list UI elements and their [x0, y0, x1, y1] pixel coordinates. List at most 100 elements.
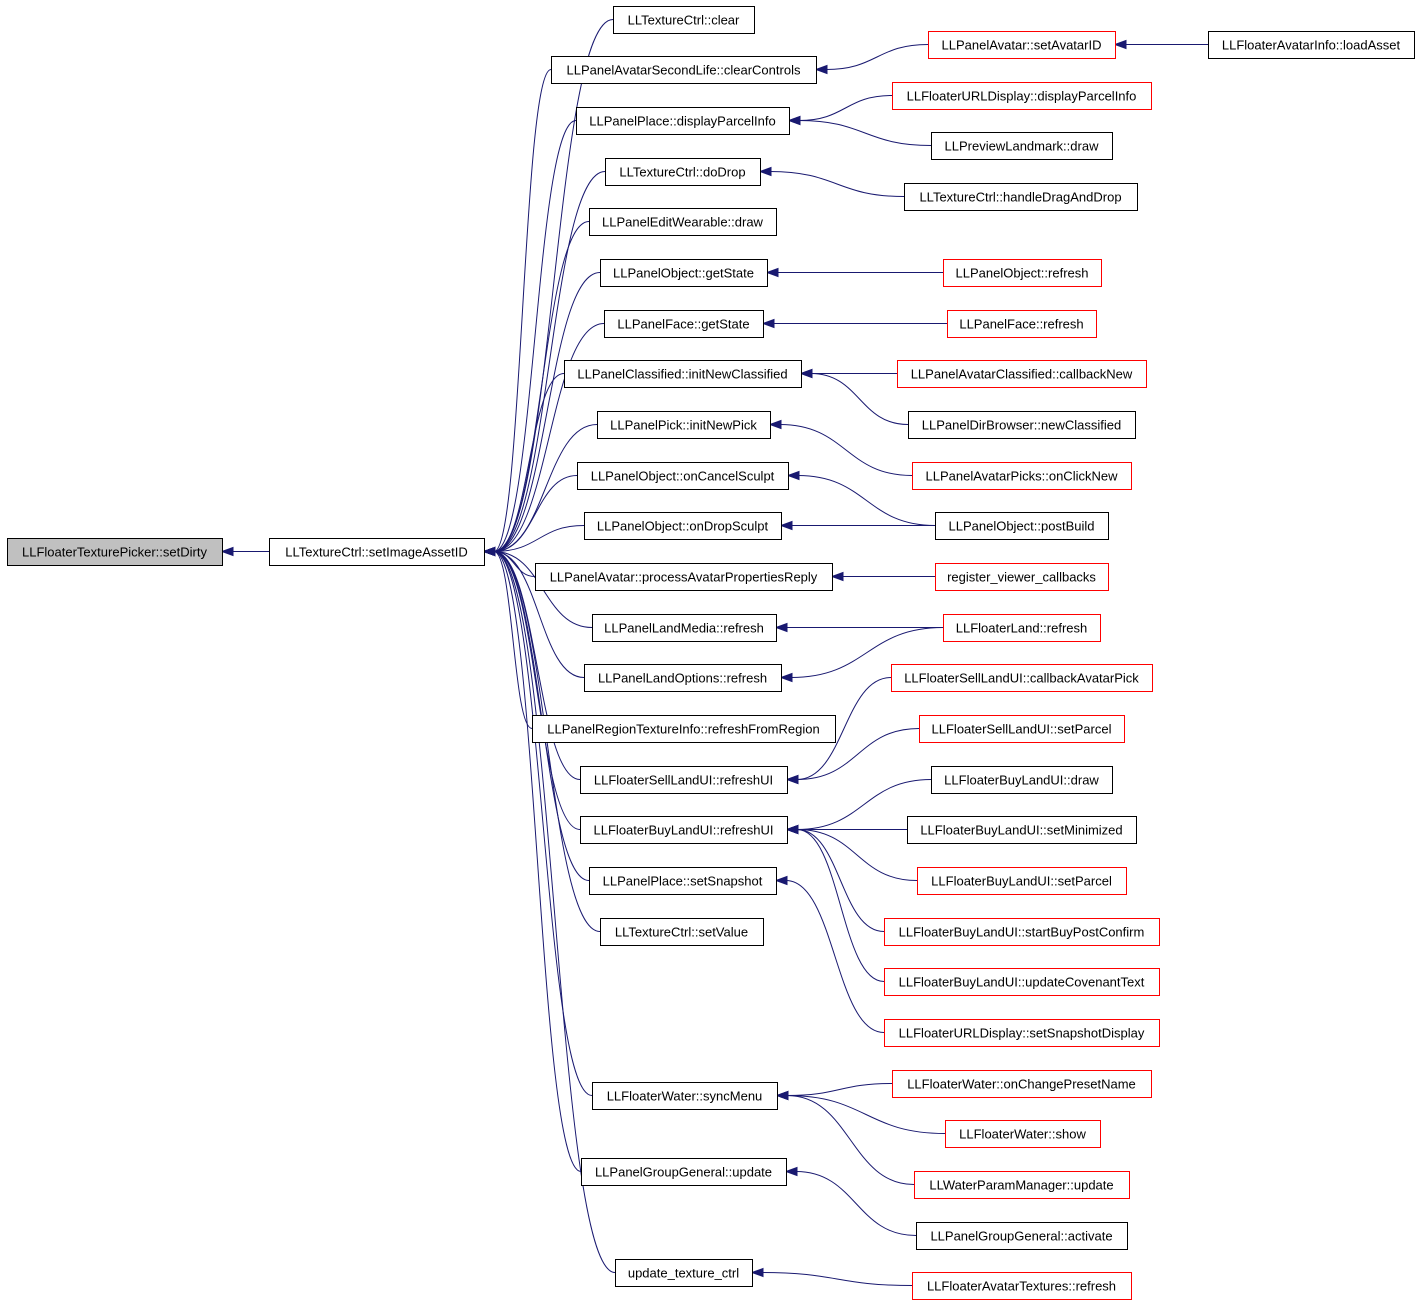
graph-node[interactable]: LLFloaterBuyLandUI::startBuyPostConfirm: [884, 918, 1160, 946]
graph-node[interactable]: LLPanelAvatarSecondLife::clearControls: [551, 56, 817, 84]
graph-node[interactable]: LLPanelLandOptions::refresh: [584, 664, 782, 692]
arrowhead: [814, 64, 828, 75]
graph-node[interactable]: LLPanelAvatar::processAvatarPropertiesRe…: [535, 563, 833, 591]
node-label: LLPanelFace::refresh: [959, 317, 1083, 332]
arrowhead: [785, 824, 799, 835]
graph-node[interactable]: LLPanelFace::refresh: [947, 310, 1097, 338]
arrowhead: [775, 1090, 789, 1101]
node-box: [917, 867, 1127, 895]
graph-node[interactable]: LLPanelPlace::displayParcelInfo: [576, 107, 790, 135]
graph-node[interactable]: LLFloaterWater::syncMenu: [592, 1082, 778, 1110]
graph-node[interactable]: LLTextureCtrl::clear: [613, 6, 755, 34]
arrowhead: [220, 546, 234, 557]
call-edge: [797, 475, 936, 526]
graph-node[interactable]: LLFloaterSellLandUI::callbackAvatarPick: [891, 664, 1153, 692]
graph-node[interactable]: LLPanelDirBrowser::newClassified: [908, 411, 1136, 439]
graph-node[interactable]: LLFloaterURLDisplay::setSnapshotDisplay: [884, 1019, 1160, 1047]
arrowhead: [758, 166, 772, 177]
node-box: [535, 563, 833, 591]
call-edge: [493, 551, 593, 1096]
graph-node[interactable]: LLPanelObject::getState: [600, 259, 768, 287]
arrowhead: [774, 875, 788, 886]
graph-node[interactable]: LLFloaterBuyLandUI::setParcel: [917, 867, 1127, 895]
graph-node[interactable]: LLFloaterTexturePicker::setDirty: [7, 538, 223, 566]
node-label: LLPanelLandMedia::refresh: [604, 621, 764, 636]
node-box: [589, 208, 777, 236]
node-label: LLFloaterBuyLandUI::draw: [944, 773, 1099, 788]
graph-node[interactable]: LLPanelLandMedia::refresh: [592, 614, 777, 642]
node-box: [600, 918, 764, 946]
graph-node[interactable]: LLFloaterBuyLandUI::draw: [931, 766, 1113, 794]
graph-node[interactable]: LLFloaterWater::show: [945, 1120, 1101, 1148]
node-label: register_viewer_callbacks: [947, 570, 1096, 585]
call-edge: [493, 373, 565, 552]
graph-node[interactable]: update_texture_ctrl: [615, 1259, 753, 1287]
graph-node[interactable]: LLPanelGroupGeneral::update: [581, 1158, 787, 1186]
node-box: [945, 1120, 1101, 1148]
graph-node[interactable]: LLPanelFace::getState: [604, 310, 764, 338]
node-label: LLFloaterWater::show: [959, 1127, 1086, 1142]
graph-node[interactable]: LLPanelObject::refresh: [943, 259, 1102, 287]
node-label: LLTextureCtrl::setValue: [615, 925, 748, 940]
node-label: LLFloaterURLDisplay::setSnapshotDisplay: [899, 1026, 1145, 1041]
call-edge: [796, 829, 918, 881]
graph-node[interactable]: LLFloaterURLDisplay::displayParcelInfo: [892, 82, 1152, 110]
call-edge: [761, 1272, 913, 1286]
graph-node[interactable]: LLTextureCtrl::handleDragAndDrop: [904, 183, 1138, 211]
graph-node[interactable]: LLFloaterAvatarTextures::refresh: [912, 1272, 1132, 1300]
arrowhead: [774, 622, 788, 633]
call-edge: [785, 880, 885, 1033]
node-label: LLTextureCtrl::doDrop: [619, 165, 745, 180]
graph-node[interactable]: LLFloaterBuyLandUI::setMinimized: [907, 816, 1137, 844]
graph-node[interactable]: LLTextureCtrl::setValue: [600, 918, 764, 946]
graph-node[interactable]: LLPanelObject::onDropSculpt: [584, 512, 782, 540]
graph-node[interactable]: LLPanelClassified::initNewClassified: [564, 360, 802, 388]
graph-node[interactable]: LLPanelPick::initNewPick: [597, 411, 771, 439]
node-box: [916, 1222, 1128, 1250]
node-box: [912, 1272, 1132, 1300]
call-edge: [786, 1095, 915, 1185]
node-label: LLPanelPick::initNewPick: [610, 418, 757, 433]
graph-node[interactable]: LLPanelAvatarClassified::callbackNew: [897, 360, 1147, 388]
node-box: [269, 538, 485, 566]
arrowhead: [768, 419, 782, 430]
graph-node[interactable]: LLFloaterSellLandUI::setParcel: [919, 715, 1125, 743]
graph-node[interactable]: LLWaterParamManager::update: [914, 1171, 1130, 1199]
graph-node[interactable]: register_viewer_callbacks: [935, 563, 1109, 591]
call-edge: [795, 1171, 917, 1236]
node-box: [1208, 31, 1415, 59]
node-box: [589, 867, 777, 895]
graph-node[interactable]: LLFloaterBuyLandUI::refreshUI: [580, 816, 788, 844]
graph-node[interactable]: LLPanelGroupGeneral::activate: [916, 1222, 1128, 1250]
call-edge: [493, 525, 585, 552]
graph-node[interactable]: LLPanelObject::onCancelSculpt: [577, 462, 789, 490]
edges-layer: [220, 19, 1208, 1286]
call-edge: [796, 677, 892, 780]
node-label: LLPanelObject::onCancelSculpt: [591, 469, 775, 484]
node-label: LLFloaterWater::syncMenu: [607, 1089, 763, 1104]
graph-node[interactable]: LLFloaterSellLandUI::refreshUI: [580, 766, 788, 794]
node-label: LLPanelGroupGeneral::activate: [930, 1229, 1112, 1244]
call-edge: [769, 171, 905, 197]
graph-node[interactable]: LLFloaterLand::refresh: [943, 614, 1101, 642]
graph-node[interactable]: LLTextureCtrl::setImageAssetID: [269, 538, 485, 566]
graph-node[interactable]: LLPanelRegionTextureInfo::refreshFromReg…: [532, 715, 836, 743]
arrowhead: [482, 546, 496, 557]
graph-node[interactable]: LLFloaterBuyLandUI::updateCovenantText: [884, 968, 1160, 996]
graph-node[interactable]: LLFloaterWater::onChangePresetName: [892, 1070, 1152, 1098]
graph-node[interactable]: LLPreviewLandmark::draw: [931, 132, 1113, 160]
node-label: LLPanelAvatarClassified::callbackNew: [911, 367, 1133, 382]
graph-node[interactable]: LLTextureCtrl::doDrop: [605, 158, 761, 186]
node-label: LLFloaterLand::refresh: [956, 621, 1088, 636]
node-label: LLPanelFace::getState: [617, 317, 749, 332]
call-edge: [493, 551, 585, 678]
graph-node[interactable]: LLPanelAvatarPicks::onClickNew: [912, 462, 1132, 490]
node-box: [904, 183, 1138, 211]
graph-node[interactable]: LLPanelPlace::setSnapshot: [589, 867, 777, 895]
graph-node[interactable]: LLPanelAvatar::setAvatarID: [928, 31, 1116, 59]
graph-node[interactable]: LLPanelObject::postBuild: [935, 512, 1109, 540]
call-edge: [493, 551, 616, 1273]
graph-node[interactable]: LLFloaterAvatarInfo::loadAsset: [1208, 31, 1415, 59]
call-edge: [796, 779, 932, 830]
graph-node[interactable]: LLPanelEditWearable::draw: [589, 208, 777, 236]
